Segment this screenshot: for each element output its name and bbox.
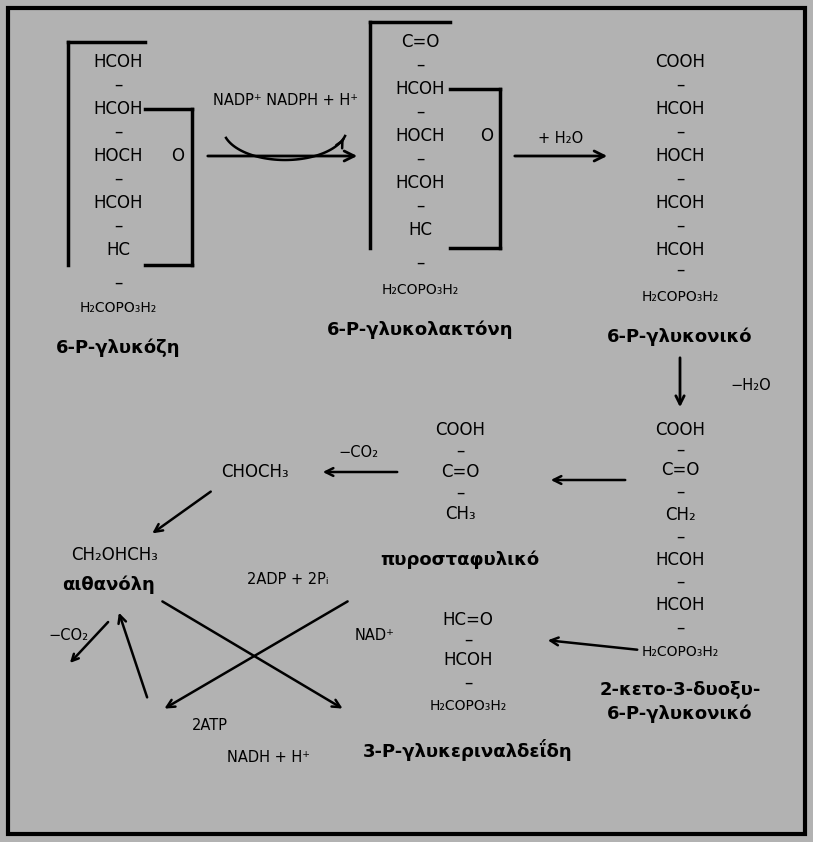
Text: –: – <box>676 217 685 235</box>
Text: 2ATP: 2ATP <box>192 717 228 733</box>
Text: −H₂O: −H₂O <box>730 377 771 392</box>
Text: NADP⁺ NADPH + H⁺: NADP⁺ NADPH + H⁺ <box>212 93 358 108</box>
Text: + H₂O: + H₂O <box>538 131 584 146</box>
Text: C=O: C=O <box>401 33 439 51</box>
Text: O: O <box>480 127 493 145</box>
Text: –: – <box>676 123 685 141</box>
Text: COOH: COOH <box>435 421 485 439</box>
Text: 3-P-γλυκεριναλδεΐδη: 3-P-γλυκεριναλδεΐδη <box>363 739 573 761</box>
Text: COOH: COOH <box>655 53 705 71</box>
Text: –: – <box>676 441 685 459</box>
Text: –: – <box>415 150 424 168</box>
Text: H₂COPO₃H₂: H₂COPO₃H₂ <box>429 699 506 713</box>
Text: HCOH: HCOH <box>395 80 445 98</box>
Text: NAD⁺: NAD⁺ <box>355 627 395 642</box>
Text: HCOH: HCOH <box>655 551 705 569</box>
Text: 6-P-γλυκονικό: 6-P-γλυκονικό <box>607 705 753 723</box>
Text: HC: HC <box>106 241 130 259</box>
Text: –: – <box>676 573 685 591</box>
Text: –: – <box>114 217 122 235</box>
Text: HCOH: HCOH <box>655 596 705 614</box>
Text: –: – <box>415 103 424 121</box>
Text: CH₃: CH₃ <box>445 505 476 523</box>
Text: –: – <box>676 528 685 546</box>
Text: C=O: C=O <box>441 463 479 481</box>
Text: –: – <box>114 76 122 94</box>
Text: HCOH: HCOH <box>93 100 143 118</box>
Text: HOCH: HOCH <box>93 147 143 165</box>
Text: –: – <box>114 123 122 141</box>
Text: HC=O: HC=O <box>442 611 493 629</box>
Text: HCOH: HCOH <box>443 651 493 669</box>
Text: 6-P-γλυκολακτόνη: 6-P-γλυκολακτόνη <box>327 321 513 339</box>
Text: HCOH: HCOH <box>93 194 143 212</box>
Text: –: – <box>676 483 685 501</box>
Text: CH₂OHCH₃: CH₂OHCH₃ <box>72 546 159 564</box>
Text: −CO₂: −CO₂ <box>338 445 378 460</box>
Text: O: O <box>172 147 185 165</box>
Text: –: – <box>456 484 464 502</box>
Text: H₂COPO₃H₂: H₂COPO₃H₂ <box>381 283 459 297</box>
Text: –: – <box>463 631 472 649</box>
Text: –: – <box>463 674 472 692</box>
Text: –: – <box>676 76 685 94</box>
Text: αιθανόλη: αιθανόλη <box>62 576 154 594</box>
Text: –: – <box>114 274 122 292</box>
Text: HOCH: HOCH <box>395 127 445 145</box>
Text: C=O: C=O <box>661 461 699 479</box>
Text: 2ADP + 2Pᵢ: 2ADP + 2Pᵢ <box>247 573 328 588</box>
Text: CHOCH₃: CHOCH₃ <box>221 463 289 481</box>
Text: –: – <box>415 56 424 74</box>
Text: HCOH: HCOH <box>395 174 445 192</box>
Text: HCOH: HCOH <box>93 53 143 71</box>
Text: HC: HC <box>408 221 432 239</box>
Text: 6-P-γλυκόζη: 6-P-γλυκόζη <box>56 338 180 357</box>
Text: –: – <box>676 170 685 188</box>
Text: NADH + H⁺: NADH + H⁺ <box>227 750 310 765</box>
Text: 2-κετο-3-δυοξυ-: 2-κετο-3-δυοξυ- <box>599 681 761 699</box>
Text: CH₂: CH₂ <box>664 506 695 524</box>
Text: –: – <box>676 261 685 279</box>
Text: –: – <box>415 197 424 215</box>
Text: HCOH: HCOH <box>655 241 705 259</box>
Text: –: – <box>456 442 464 460</box>
Text: HCOH: HCOH <box>655 100 705 118</box>
Text: COOH: COOH <box>655 421 705 439</box>
Text: –: – <box>676 619 685 637</box>
Text: –: – <box>415 254 424 272</box>
Text: 6-P-γλυκονικό: 6-P-γλυκονικό <box>607 328 753 346</box>
Text: H₂COPO₃H₂: H₂COPO₃H₂ <box>641 645 719 659</box>
Text: HOCH: HOCH <box>655 147 705 165</box>
Text: HCOH: HCOH <box>655 194 705 212</box>
Text: πυροσταφυλικό: πυροσταφυλικό <box>380 551 540 569</box>
Text: –: – <box>114 170 122 188</box>
Text: −CO₂: −CO₂ <box>48 627 88 642</box>
Text: H₂COPO₃H₂: H₂COPO₃H₂ <box>641 290 719 304</box>
Text: H₂COPO₃H₂: H₂COPO₃H₂ <box>80 301 157 315</box>
